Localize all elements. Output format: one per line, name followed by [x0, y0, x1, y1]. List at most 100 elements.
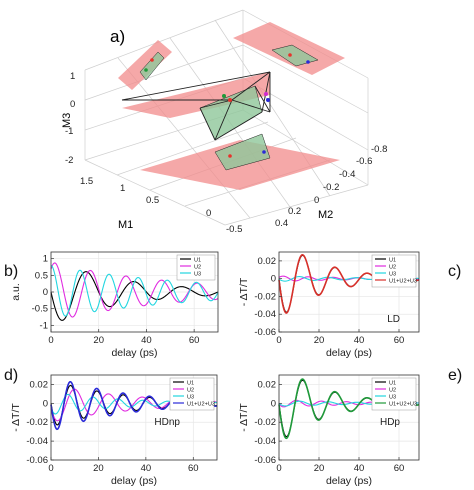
panel-annotation: LD [387, 314, 400, 325]
panel-label: b) [4, 263, 18, 280]
point-green-proj-left [144, 68, 148, 72]
plane-right-top-green [271, 44, 319, 67]
data-points [144, 53, 310, 158]
legend-entry: U1 [389, 381, 396, 387]
tick-M2: -0.8 [371, 144, 387, 155]
y-tick-label: 0 [271, 274, 276, 285]
plane-middle-red [122, 72, 270, 118]
panel-a-3d-plot: a) [61, 9, 387, 235]
axis-M3-ticks: 1 0 -1 -2 [65, 71, 75, 166]
legend-entry: U2 [389, 388, 396, 394]
panel-label: d) [4, 367, 18, 384]
legend-entry: U1+U2+U3 [389, 402, 417, 408]
y-tick-label: -0.06 [26, 455, 48, 466]
plot-frame [278, 251, 420, 333]
y-tick-label: -1 [40, 320, 48, 331]
legend-entry: U2 [194, 265, 201, 271]
panel-a-label: a) [110, 27, 125, 46]
point-green [222, 94, 226, 98]
panel-label: e) [448, 367, 462, 384]
point-magenta [264, 92, 268, 96]
tick-M2: -0.6 [356, 156, 372, 167]
tick-M2: 0.4 [275, 218, 288, 229]
tick-M2: -0.4 [339, 169, 355, 180]
y-tick-label: 0 [271, 398, 276, 409]
x-tick-label: 20 [93, 463, 104, 474]
x-tick-label: 40 [354, 463, 365, 474]
tick-M2: 0.2 [288, 206, 301, 217]
y-tick-label: -0.04 [26, 436, 48, 447]
y-tick-label: -0.06 [254, 455, 276, 466]
y-tick-label: -0.5 [32, 304, 48, 315]
x-tick-label: 20 [314, 335, 325, 346]
axis-label-M1: M1 [118, 219, 133, 231]
tick-M3: 1 [70, 71, 75, 82]
plane-bottom-green [214, 133, 271, 171]
point-red-proj-top [288, 53, 292, 57]
y-axis-label: a.u. [10, 283, 22, 301]
x-axis-label: delay (ps) [326, 347, 372, 359]
panel-annotation: HDnp [154, 417, 180, 428]
axis-label-M3: M3 [61, 113, 73, 128]
legend-box [169, 377, 215, 411]
series-line-u3 [50, 264, 219, 317]
tick-M3: -2 [65, 155, 73, 166]
tick-M2: 0 [314, 195, 319, 206]
x-tick-label: 40 [141, 335, 152, 346]
x-tick-label: 20 [93, 335, 104, 346]
y-tick-label: 0 [43, 287, 48, 298]
panel-c-plot: 0 20 40 60 0.02 0 -0.02 -0.04 -0.06 delay (ps) - Δ… [238, 251, 461, 359]
x-tick-label: 40 [354, 335, 365, 346]
panel-annotation: HDp [380, 417, 400, 428]
x-tick-label: 60 [189, 335, 200, 346]
x-axis-label: delay (ps) [111, 475, 157, 487]
x-tick-label: 20 [314, 463, 325, 474]
y-tick-label: -0.04 [254, 436, 276, 447]
tick-M1: 1 [120, 183, 125, 194]
y-axis-label: - ΔT/T [238, 403, 250, 432]
legend-entry: U1 [194, 258, 201, 264]
legend-entry: U1 [389, 258, 396, 264]
point-red-proj-left [150, 58, 154, 62]
x-tick-label: 60 [394, 335, 405, 346]
legend-box [371, 377, 417, 411]
geometry-edges [121, 71, 271, 141]
point-red [228, 98, 232, 102]
x-axis-label: delay (ps) [111, 347, 157, 359]
y-tick-label: -0.06 [254, 327, 276, 338]
tick-M3: -1 [65, 126, 73, 137]
legend-entry: U1+U2+U3 [389, 279, 417, 285]
legend-entry: U3 [187, 395, 194, 401]
y-tick-label: 0.02 [30, 379, 49, 390]
y-tick-label: 0 [43, 398, 48, 409]
x-tick-label: 0 [48, 335, 53, 346]
point-red-proj-bottom [228, 154, 232, 158]
axis-M2-ticks: -0.8 -0.6 -0.4 -0.2 0 0.2 0.4 [275, 144, 387, 229]
panel-d-plot: 0 20 40 60 0.02 0 -0.02 -0.04 -0.06 delay (ps) - Δ… [4, 367, 218, 487]
x-tick-label: 0 [276, 463, 281, 474]
y-tick-label: -0.02 [26, 417, 48, 428]
x-tick-label: 40 [141, 463, 152, 474]
legend-entry: U3 [389, 395, 396, 401]
projection-planes [118, 22, 345, 190]
y-tick-label: -0.02 [254, 417, 276, 428]
y-tick-label: 0.02 [258, 379, 277, 390]
legend-entry: U2 [389, 265, 396, 271]
axis-label-M2: M2 [318, 209, 333, 221]
tick-M1: 0.5 [146, 195, 159, 206]
x-tick-label: 0 [276, 335, 281, 346]
point-blue [266, 98, 270, 102]
legend-entry: U1+U2+U3 [187, 402, 215, 408]
y-tick-label: -0.04 [254, 309, 276, 320]
x-axis-label: delay (ps) [326, 475, 372, 487]
x-tick-label: 0 [48, 463, 53, 474]
x-tick-label: 60 [394, 463, 405, 474]
point-blue-proj-top [306, 60, 310, 64]
tick-M1: -0.5 [226, 224, 242, 235]
y-tick-label: 1 [43, 254, 48, 265]
panel-label: c) [448, 263, 461, 280]
legend-entry: U1 [187, 381, 194, 387]
legend-entry: U3 [389, 272, 396, 278]
